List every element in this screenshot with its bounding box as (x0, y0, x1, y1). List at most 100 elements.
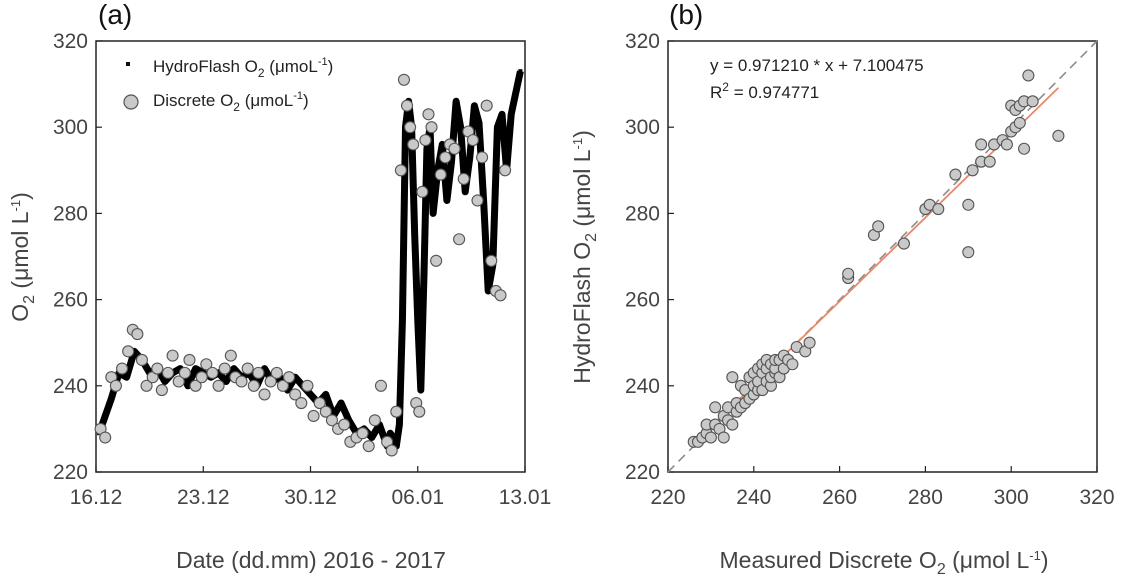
hydroflash-point (418, 388, 423, 393)
y-tick-label: 280 (53, 202, 88, 225)
discrete-point (241, 362, 254, 375)
comparison-point (842, 267, 855, 280)
comparison-point (1026, 95, 1039, 108)
discrete-point (270, 366, 283, 379)
discrete-point (457, 172, 470, 185)
discrete-point (301, 379, 314, 392)
comparison-point (897, 237, 911, 250)
discrete-point (419, 134, 432, 147)
hydroflash-point (449, 159, 454, 164)
hydroflash-point (216, 370, 221, 375)
discrete-point (439, 151, 452, 164)
hydroflash-point (394, 444, 399, 449)
hydroflash-point (424, 146, 429, 151)
series-discrete (94, 73, 512, 457)
legend-marker-hydroflash (126, 62, 130, 66)
comparison-point (726, 418, 739, 431)
y-tick-label: 320 (625, 30, 660, 53)
panel-label-b: (b) (669, 0, 703, 30)
discrete-point (235, 375, 248, 388)
discrete-point (289, 388, 302, 401)
hydroflash-point (495, 125, 500, 130)
comparison-point (786, 358, 799, 371)
comparison-point (1022, 69, 1035, 82)
hydroflash-point (101, 418, 106, 423)
comparison-point (949, 168, 962, 181)
hydroflash-point (193, 366, 198, 371)
discrete-point (115, 362, 129, 375)
y-tick-label: 260 (53, 289, 88, 312)
comparison-point (1013, 116, 1026, 129)
hydroflash-point (397, 422, 402, 427)
x-tick-label: 260 (822, 486, 857, 509)
comparison-point (962, 246, 975, 259)
discrete-point (166, 349, 179, 362)
discrete-point (390, 405, 403, 418)
discrete-point (338, 418, 351, 431)
hydroflash-point (400, 319, 405, 324)
x-tick-label: 220 (650, 486, 685, 509)
hydroflash-point (308, 392, 313, 397)
comparison-point (966, 164, 979, 177)
hydroflash-point (388, 431, 393, 436)
discrete-point (374, 379, 388, 392)
hydroflash-point (472, 103, 477, 108)
discrete-point (258, 388, 271, 401)
x-tick-label: 30.12 (284, 486, 337, 509)
hydroflash-point (132, 349, 137, 354)
hydroflash-point (412, 232, 417, 237)
discrete-point (109, 379, 122, 392)
series-comparison (687, 69, 1065, 448)
hydroflash-point (444, 198, 449, 203)
y-ticks-b: 220 240 260 280 300 320 (625, 30, 674, 484)
comparison-point (704, 431, 717, 444)
hydroflash-point (369, 435, 374, 440)
r-squared: R2 = 0.974771 (710, 80, 819, 102)
discrete-point (422, 108, 435, 121)
comparison-point (983, 155, 996, 168)
y-axis-label-b: HydroFlash O2 (μmol L-1) (569, 130, 600, 384)
comparison-point (975, 138, 988, 151)
discrete-point (282, 371, 296, 384)
x-tick-label: 06.01 (391, 486, 444, 509)
hydroflash-point (323, 392, 328, 397)
discrete-point (448, 142, 461, 155)
hydroflash-point (518, 69, 523, 74)
discrete-point (466, 134, 479, 147)
discrete-point (135, 353, 149, 366)
hydroflash-point (178, 366, 183, 371)
discrete-point (212, 379, 225, 392)
discrete-point (494, 289, 507, 302)
x-tick-label: 16.12 (70, 486, 123, 509)
discrete-point (453, 233, 466, 246)
x-ticks-a: 16.12 23.12 30.12 06.01 13.01 (70, 466, 551, 509)
hydroflash-point (486, 288, 491, 293)
legend-marker-discrete (123, 94, 139, 110)
comparison-point (803, 336, 816, 349)
y-tick-label: 300 (625, 116, 660, 139)
comparison-point (872, 220, 885, 233)
plot-frame-b (667, 40, 1098, 473)
discrete-point (434, 168, 447, 181)
discrete-point (206, 366, 219, 379)
y-tick-label: 320 (53, 30, 88, 53)
discrete-point (172, 375, 185, 388)
discrete-point (471, 194, 484, 207)
discrete-point (155, 384, 168, 397)
discrete-point (385, 444, 398, 457)
discrete-point (400, 99, 414, 112)
discrete-point (307, 409, 320, 423)
discrete-point (200, 358, 213, 371)
hydroflash-point (224, 379, 229, 384)
hydroflash-point (509, 112, 514, 117)
discrete-point (99, 431, 112, 444)
discrete-point (224, 349, 237, 362)
x-axis-label-b: Measured Discrete O2 (μmol L-1) (720, 547, 1049, 578)
discrete-point (416, 185, 429, 198)
hydroflash-point (391, 435, 396, 440)
chart-a: (a) 220 240 260 280 300 320 16.12 23.12 30.12 06… (7, 0, 551, 573)
hydroflash-point (162, 379, 167, 384)
y-tick-label: 300 (53, 116, 88, 139)
y-tick-label: 220 (625, 461, 660, 484)
